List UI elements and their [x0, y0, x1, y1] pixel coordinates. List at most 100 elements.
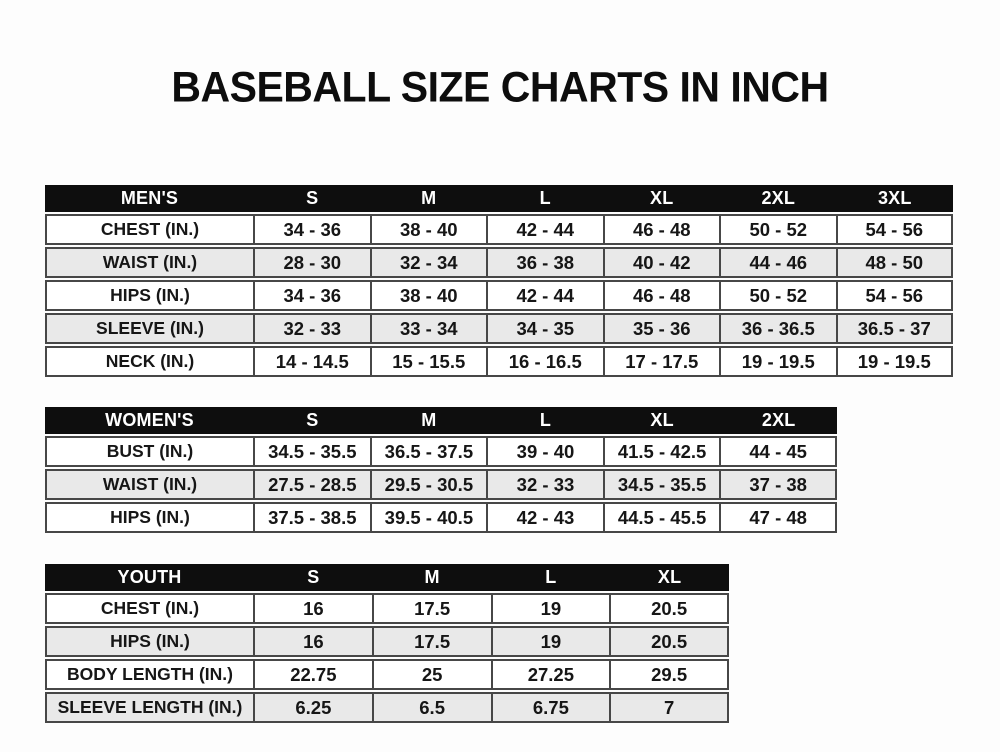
size-value-cell: 48 - 50 [836, 247, 953, 279]
mens-size-column-header: L [487, 185, 604, 213]
womens-size-column-header: M [370, 407, 488, 435]
size-value-cell: 46 - 48 [603, 214, 720, 246]
mens-size-table: MEN'S S M L XL 2XL 3XL CHEST (IN.) 34 - 36 38 - 4… [45, 183, 953, 379]
row-label-cell: WAIST (IN.) [45, 469, 254, 501]
mens-size-column-header: S [254, 185, 371, 213]
size-value-cell: 6.75 [491, 692, 611, 724]
youth-table-title: YOUTH [45, 564, 254, 592]
size-value-cell: 44 - 45 [720, 436, 837, 468]
size-value-cell: 38 - 40 [370, 214, 487, 246]
womens-size-column-header: L [487, 407, 604, 435]
row-label-cell: CHEST (IN.) [45, 593, 254, 625]
size-value-cell: 39 - 40 [487, 436, 604, 468]
size-value-cell: 34 - 35 [487, 313, 604, 345]
size-value-cell: 20.5 [610, 593, 729, 625]
mens-table-title: MEN'S [45, 185, 254, 213]
size-value-cell: 27.5 - 28.5 [254, 469, 371, 501]
youth-size-column-header: XL [610, 564, 729, 592]
size-value-cell: 42 - 43 [487, 502, 604, 534]
size-value-cell: 36.5 - 37.5 [370, 436, 488, 468]
row-label-cell: SLEEVE (IN.) [45, 313, 254, 345]
row-label-cell: WAIST (IN.) [45, 247, 254, 279]
size-value-cell: 35 - 36 [603, 313, 720, 345]
size-value-cell: 28 - 30 [254, 247, 371, 279]
row-label-cell: CHEST (IN.) [45, 214, 254, 246]
size-value-cell: 16 - 16.5 [487, 346, 604, 378]
womens-table-row: HIPS (IN.) 37.5 - 38.5 39.5 - 40.5 42 - 43 4… [45, 502, 837, 534]
size-value-cell: 44.5 - 45.5 [603, 502, 721, 534]
size-value-cell: 50 - 52 [720, 214, 837, 246]
womens-table-title: WOMEN'S [45, 407, 254, 435]
row-label-cell: BUST (IN.) [45, 436, 254, 468]
size-value-cell: 36 - 38 [487, 247, 604, 279]
size-value-cell: 17.5 [372, 593, 492, 625]
size-value-cell: 39.5 - 40.5 [370, 502, 488, 534]
mens-table-row: CHEST (IN.) 34 - 36 38 - 40 42 - 44 46 - 48 5… [45, 214, 953, 246]
womens-size-column-header: XL [603, 407, 721, 435]
mens-header-row: MEN'S S M L XL 2XL 3XL [45, 185, 953, 213]
row-label-cell: NECK (IN.) [45, 346, 254, 378]
size-value-cell: 19 - 19.5 [836, 346, 953, 378]
size-value-cell: 16 [254, 593, 373, 625]
size-value-cell: 34 - 36 [254, 280, 371, 312]
size-value-cell: 19 [491, 626, 611, 658]
womens-header-row: WOMEN'S S M L XL 2XL [45, 407, 837, 435]
womens-size-column-header: 2XL [720, 407, 837, 435]
size-value-cell: 34.5 - 35.5 [603, 469, 721, 501]
size-value-cell: 17.5 [372, 626, 492, 658]
size-value-cell: 27.25 [491, 659, 611, 691]
size-value-cell: 46 - 48 [603, 280, 720, 312]
size-value-cell: 54 - 56 [836, 214, 953, 246]
youth-size-table: YOUTH S M L XL CHEST (IN.) 16 17.5 19 20.5 HIPS (I… [45, 562, 729, 725]
size-value-cell: 44 - 46 [720, 247, 837, 279]
page-title: BASEBALL SIZE CHARTS IN INCH [171, 63, 829, 111]
mens-table-row: WAIST (IN.) 28 - 30 32 - 34 36 - 38 40 - 42 4… [45, 247, 953, 279]
size-value-cell: 14 - 14.5 [254, 346, 371, 378]
youth-header-row: YOUTH S M L XL [45, 564, 729, 592]
size-value-cell: 6.25 [254, 692, 373, 724]
mens-size-column-header: 3XL [836, 185, 953, 213]
youth-table-row: BODY LENGTH (IN.) 22.75 25 27.25 29.5 [45, 659, 729, 691]
youth-table-row: HIPS (IN.) 16 17.5 19 20.5 [45, 626, 729, 658]
size-value-cell: 40 - 42 [603, 247, 720, 279]
size-value-cell: 34.5 - 35.5 [254, 436, 371, 468]
womens-size-column-header: S [254, 407, 371, 435]
size-value-cell: 34 - 36 [254, 214, 371, 246]
row-label-cell: BODY LENGTH (IN.) [45, 659, 254, 691]
size-value-cell: 37.5 - 38.5 [254, 502, 371, 534]
size-value-cell: 54 - 56 [836, 280, 953, 312]
youth-size-column-header: L [491, 564, 611, 592]
mens-size-column-header: XL [603, 185, 720, 213]
size-value-cell: 36 - 36.5 [720, 313, 837, 345]
size-value-cell: 25 [372, 659, 492, 691]
mens-table-row: HIPS (IN.) 34 - 36 38 - 40 42 - 44 46 - 48 50… [45, 280, 953, 312]
row-label-cell: HIPS (IN.) [45, 280, 254, 312]
row-label-cell: HIPS (IN.) [45, 626, 254, 658]
size-value-cell: 42 - 44 [487, 280, 604, 312]
size-value-cell: 20.5 [610, 626, 729, 658]
youth-table-row: CHEST (IN.) 16 17.5 19 20.5 [45, 593, 729, 625]
size-value-cell: 29.5 - 30.5 [370, 469, 488, 501]
size-value-cell: 22.75 [254, 659, 373, 691]
size-value-cell: 16 [254, 626, 373, 658]
size-value-cell: 29.5 [610, 659, 729, 691]
size-value-cell: 32 - 33 [487, 469, 604, 501]
size-value-cell: 36.5 - 37 [836, 313, 953, 345]
womens-table-row: BUST (IN.) 34.5 - 35.5 36.5 - 37.5 39 - 40 4… [45, 436, 837, 468]
row-label-cell: HIPS (IN.) [45, 502, 254, 534]
size-value-cell: 19 [491, 593, 611, 625]
size-value-cell: 32 - 33 [254, 313, 371, 345]
size-value-cell: 47 - 48 [720, 502, 837, 534]
youth-size-column-header: S [254, 564, 373, 592]
size-value-cell: 42 - 44 [487, 214, 604, 246]
womens-size-table: WOMEN'S S M L XL 2XL BUST (IN.) 34.5 - 35.5 36.5… [45, 405, 837, 535]
mens-table-row: NECK (IN.) 14 - 14.5 15 - 15.5 16 - 16.5 17 … [45, 346, 953, 378]
size-value-cell: 37 - 38 [720, 469, 837, 501]
youth-size-column-header: M [372, 564, 492, 592]
mens-table-row: SLEEVE (IN.) 32 - 33 33 - 34 34 - 35 35 - 36… [45, 313, 953, 345]
youth-table-row: SLEEVE LENGTH (IN.) 6.25 6.5 6.75 7 [45, 692, 729, 724]
size-value-cell: 7 [610, 692, 729, 724]
mens-size-column-header: M [370, 185, 487, 213]
size-value-cell: 6.5 [372, 692, 492, 724]
